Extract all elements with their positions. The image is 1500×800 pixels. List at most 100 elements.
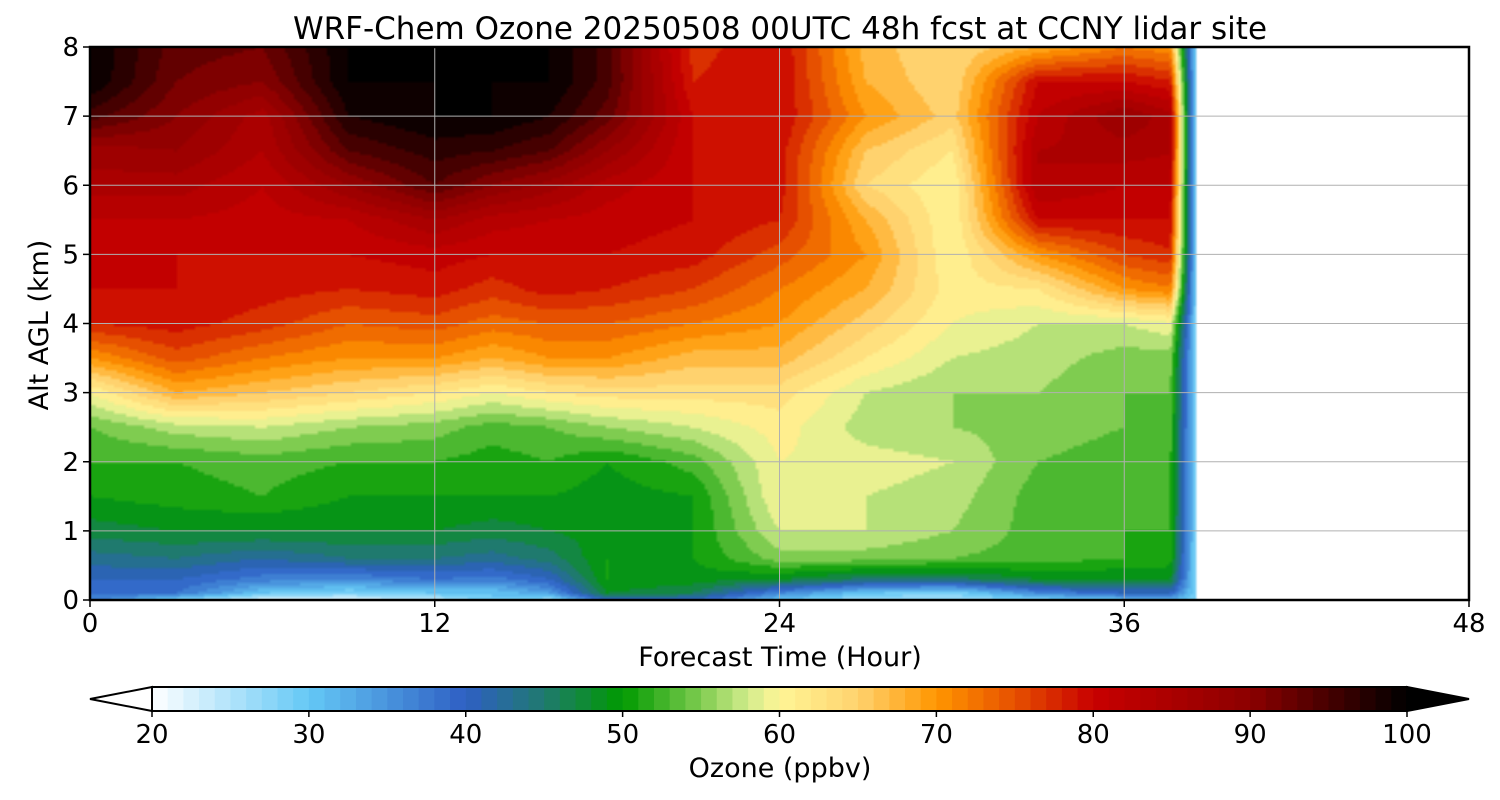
colorbar-cell	[952, 687, 969, 711]
colorbar-tick-label: 20	[135, 720, 168, 750]
y-tick-label: 2	[62, 448, 79, 478]
x-tick-label: 36	[1108, 609, 1141, 639]
colorbar-tick-label: 90	[1234, 720, 1267, 750]
colorbar-cell	[1234, 687, 1251, 711]
colorbar-tick-label: 40	[449, 720, 482, 750]
colorbar-label: Ozone (ppbv)	[689, 753, 872, 784]
colorbar-cell	[1171, 687, 1188, 711]
colorbar-cell	[559, 687, 577, 711]
colorbar-cell	[1328, 687, 1345, 711]
y-axis-label: Alt AGL (km)	[24, 240, 55, 411]
colorbar-tick-label: 60	[763, 720, 796, 750]
colorbar-cell	[1061, 687, 1079, 711]
colorbar-cell	[1312, 687, 1330, 711]
colorbar-cell	[732, 687, 749, 711]
x-tick-label: 0	[82, 609, 99, 639]
colorbar-cell	[544, 687, 561, 711]
colorbar-cell	[497, 687, 514, 711]
colorbar-cell	[403, 687, 420, 711]
colorbar-min-extension	[89, 685, 153, 713]
colorbar-cell	[167, 687, 184, 711]
y-tick-label: 3	[62, 379, 79, 409]
colorbar-cell	[1375, 687, 1392, 711]
colorbar-tick-label: 70	[920, 720, 953, 750]
colorbar-cell	[308, 687, 326, 711]
x-tick-label: 12	[418, 609, 451, 639]
x-tick-label: 24	[763, 609, 796, 639]
colorbar-cell	[450, 687, 467, 711]
colorbar-cell	[983, 687, 1000, 711]
x-tick-label: 48	[1452, 609, 1485, 639]
colorbar-cell	[277, 687, 294, 711]
colorbar-cell	[1108, 687, 1126, 711]
colorbar-cell	[669, 687, 686, 711]
colorbar-cell	[481, 687, 498, 711]
colorbar-cell	[387, 687, 404, 711]
colorbar-cell	[183, 687, 200, 711]
colorbar-cell	[1391, 687, 1408, 711]
colorbar-cell	[324, 687, 341, 711]
colorbar-cell	[1124, 687, 1141, 711]
colorbar-cell	[622, 687, 639, 711]
colorbar-cell	[418, 687, 435, 711]
y-tick-label: 1	[62, 517, 79, 547]
colorbar-cell	[857, 687, 875, 711]
colorbar-cell	[355, 687, 373, 711]
colorbar-cell	[748, 687, 765, 711]
colorbar-cell	[795, 687, 812, 711]
colorbar-cell	[999, 687, 1016, 711]
colorbar-cell	[873, 687, 890, 711]
colorbar-cell	[340, 687, 357, 711]
colorbar-cell	[810, 687, 828, 711]
y-tick-label: 4	[62, 310, 79, 340]
colorbar-cell	[591, 687, 608, 711]
colorbar-cell	[967, 687, 985, 711]
colorbar-cell	[575, 687, 592, 711]
colorbar-cell	[1359, 687, 1377, 711]
gridlines	[90, 47, 1469, 600]
colorbar-cell	[199, 687, 216, 711]
colorbar-cell	[1077, 687, 1094, 711]
colorbar-cell	[152, 687, 169, 711]
colorbar-cell	[763, 687, 781, 711]
x-axis-label: Forecast Time (Hour)	[638, 642, 922, 673]
colorbar-cell	[465, 687, 483, 711]
x-axis-ticks: 0 12 24 36 48	[82, 600, 1486, 639]
colorbar-max-extension	[1406, 685, 1470, 713]
chart-title: WRF-Chem Ozone 20250508 00UTC 48h fcst a…	[293, 11, 1267, 47]
colorbar-cell	[638, 687, 655, 711]
colorbar-cell	[1156, 687, 1173, 711]
colorbar-cell	[1030, 687, 1047, 711]
colorbar-cells	[152, 687, 1408, 711]
y-tick-label: 7	[62, 102, 79, 132]
colorbar-cell	[1297, 687, 1314, 711]
colorbar: 20 30 40 50 60 70 80 90 100 Ozone (ppbv)	[89, 685, 1470, 784]
colorbar-cell	[214, 687, 232, 711]
colorbar-cell	[293, 687, 310, 711]
colorbar-cell	[654, 687, 671, 711]
colorbar-cell	[716, 687, 734, 711]
y-tick-label: 5	[62, 240, 79, 270]
colorbar-tick-label: 30	[292, 720, 325, 750]
colorbar-cell	[1187, 687, 1204, 711]
colorbar-cell	[434, 687, 451, 711]
y-tick-label: 6	[62, 171, 79, 201]
colorbar-cell	[889, 687, 906, 711]
colorbar-tick-label: 50	[606, 720, 639, 750]
colorbar-cell	[842, 687, 859, 711]
colorbar-cell	[230, 687, 247, 711]
colorbar-cell	[261, 687, 279, 711]
colorbar-cell	[512, 687, 530, 711]
colorbar-cell	[246, 687, 263, 711]
colorbar-tick-label: 100	[1382, 720, 1432, 750]
y-tick-label: 8	[62, 33, 79, 63]
colorbar-ticks: 20 30 40 50 60 70 80 90 100	[135, 711, 1432, 750]
colorbar-cell	[1093, 687, 1110, 711]
colorbar-cell	[1140, 687, 1157, 711]
colorbar-cell	[685, 687, 702, 711]
colorbar-cell	[779, 687, 796, 711]
colorbar-cell	[1265, 687, 1283, 711]
colorbar-cell	[1218, 687, 1236, 711]
colorbar-tick-label: 80	[1077, 720, 1110, 750]
colorbar-cell	[1250, 687, 1267, 711]
